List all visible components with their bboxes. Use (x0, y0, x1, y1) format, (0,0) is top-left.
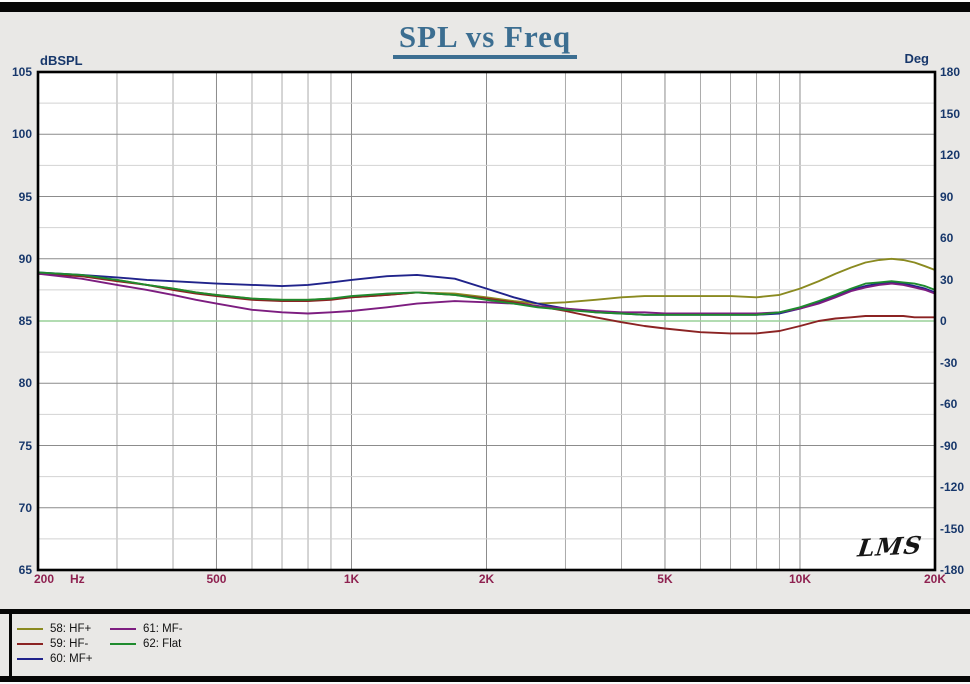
y-right-tick: -90 (940, 438, 958, 453)
legend-item: 62: Flat (110, 637, 181, 651)
y-right-tick: 0 (940, 314, 947, 328)
chart-title-row: SPL vs Freq (0, 20, 970, 59)
legend-top-rule (0, 609, 970, 614)
curve-59 (37, 272, 935, 335)
y-right-tick: -30 (940, 355, 958, 370)
curve-61 (37, 272, 936, 315)
y-right-tick: -180 (940, 563, 965, 577)
y-right-tick: 120 (940, 148, 961, 162)
x-tick-500: 500 (206, 572, 227, 586)
legend-label: 60: MF+ (50, 653, 93, 665)
x-tick-200: 200 (33, 572, 55, 586)
x-tick-5K: 5K (657, 572, 673, 586)
legend-label: 61: MF- (143, 623, 183, 635)
x-tick-10K: 10K (788, 572, 811, 586)
legend-left-rule (9, 609, 12, 684)
y-left-tick: 85 (18, 314, 32, 328)
y-right-tick: -150 (940, 521, 965, 536)
y-left-tick: 100 (11, 127, 32, 142)
y-right-axis-title: Deg (904, 51, 929, 66)
y-left-tick: 75 (18, 438, 32, 453)
x-tick-2K: 2K (478, 572, 495, 586)
legend-swatch (17, 628, 43, 630)
y-right-tick: 60 (940, 231, 954, 245)
y-right-tick: 150 (940, 106, 961, 121)
top-edge (0, 0, 970, 2)
y-right-tick: 180 (940, 65, 961, 79)
bottom-black-bar (0, 676, 970, 682)
lms-logo: LMS (856, 530, 925, 563)
legend-swatch (17, 658, 43, 660)
bottom-edge (0, 682, 970, 684)
curve-62 (37, 271, 936, 316)
legend-item: 59: HF- (17, 637, 88, 651)
x-tick-1K: 1K (343, 572, 360, 586)
legend-label: 59: HF- (50, 638, 89, 650)
y-right-tick: 90 (940, 189, 954, 204)
legend-label: 62: Flat (143, 638, 182, 650)
legend-swatch (110, 628, 136, 630)
y-right-tick: -120 (940, 480, 965, 494)
plot-frame (36, 70, 937, 572)
legend-label: 58: HF+ (50, 623, 92, 635)
y-left-tick: 80 (18, 376, 32, 391)
y-left-tick: 90 (18, 251, 32, 266)
y-right-tick: 30 (940, 272, 954, 287)
top-black-bar (0, 2, 970, 12)
legend-item: 60: MF+ (17, 652, 93, 666)
y-left-tick: 70 (18, 500, 32, 515)
legend-swatch (17, 643, 43, 645)
y-left-tick: 95 (18, 189, 32, 204)
legend-swatch (110, 643, 136, 645)
legend-item: 61: MF- (110, 622, 183, 636)
y-left-tick: 65 (18, 563, 32, 577)
legend-item: 58: HF+ (17, 622, 91, 636)
y-left-tick: 105 (11, 65, 32, 79)
y-right-tick: -60 (940, 397, 958, 411)
x-tick-20K: 20K (923, 572, 947, 586)
y-left-axis-title: dBSPL (40, 53, 83, 68)
x-axis-unit: Hz (70, 572, 85, 586)
chart-title: SPL vs Freq (392, 20, 578, 59)
